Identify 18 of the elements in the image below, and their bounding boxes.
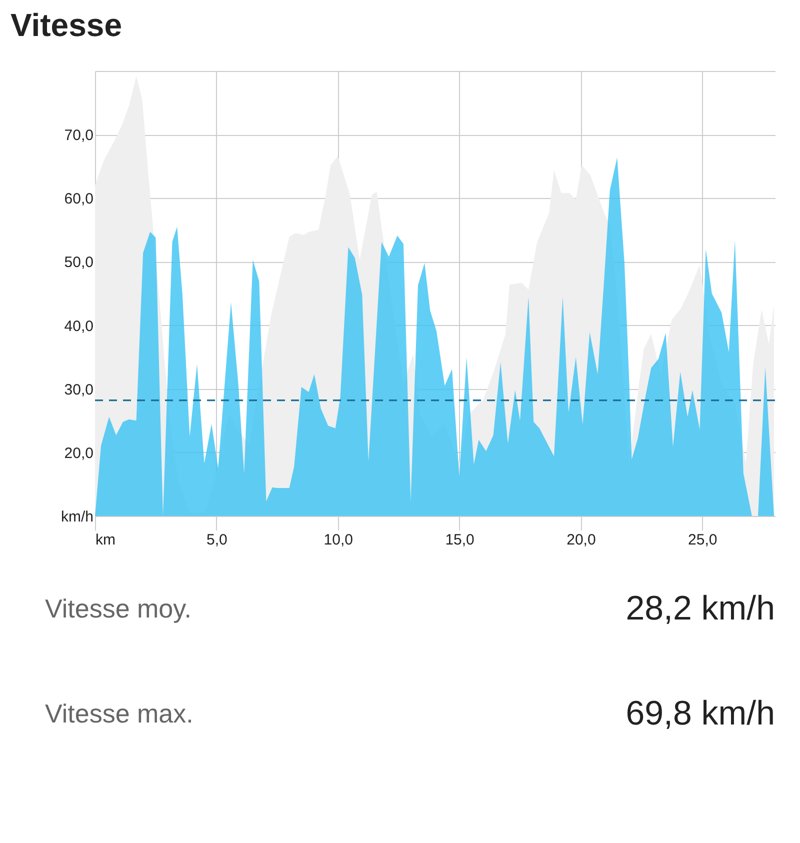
y-tick-label: 40,0	[64, 318, 94, 335]
x-tick-label: 5,0	[206, 532, 228, 548]
x-tick-label: 20,0	[566, 532, 596, 548]
x-tick-label: 25,0	[688, 532, 718, 548]
chart-title: Vitesse	[10, 7, 122, 43]
text: 28,2 km/h	[626, 590, 775, 628]
text: 69,8 km/h	[626, 694, 775, 732]
y-tick-label: 70,0	[64, 127, 94, 144]
y-tick-label: km/h	[60, 508, 94, 526]
y-tick-label: 50,0	[64, 254, 94, 272]
y-tick-label: 60,0	[64, 190, 94, 208]
x-tick-label: 10,0	[324, 532, 353, 548]
text: Vitesse moy.	[45, 594, 192, 624]
y-tick-label: 20,0	[64, 444, 94, 462]
x-tick-label: km	[96, 532, 116, 548]
y-tick-label: 30,0	[64, 381, 94, 398]
text: Vitesse max.	[45, 698, 194, 728]
x-tick-label: 15,0	[445, 532, 474, 548]
